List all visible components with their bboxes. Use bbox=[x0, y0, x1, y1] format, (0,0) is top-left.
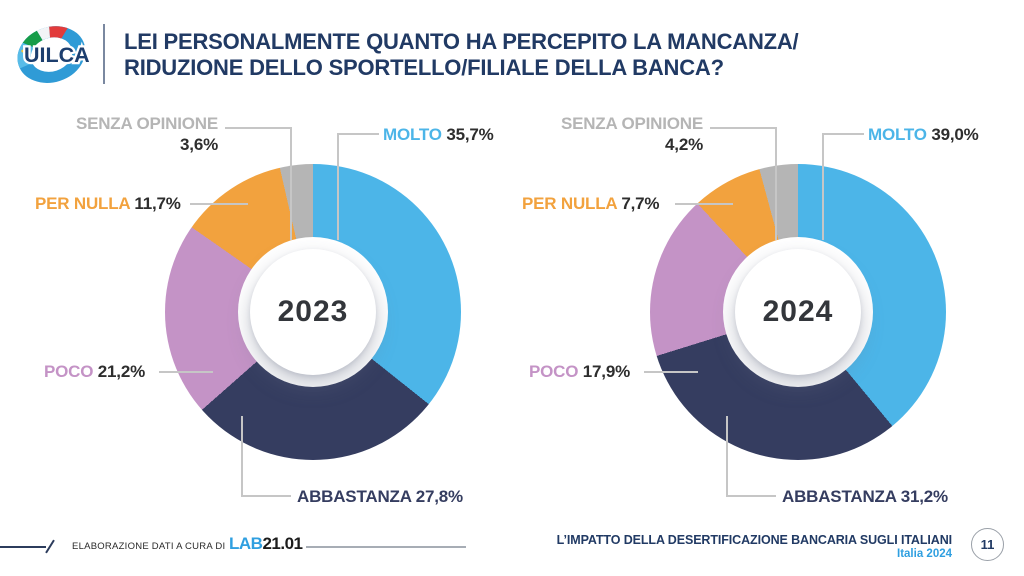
leader-senza-opinione-h bbox=[710, 127, 776, 129]
page-title-line2: RIDUZIONE DELLO SPORTELLO/FILIALE DELLA … bbox=[124, 55, 724, 80]
label-poco-value: 17,9% bbox=[582, 362, 630, 381]
lab2101-logo-dark: 21.01 bbox=[262, 534, 303, 553]
label-abbastanza-value: 27,8% bbox=[415, 487, 463, 506]
leader-senza-opinione-h bbox=[225, 127, 291, 129]
leader-molto-h bbox=[337, 133, 379, 135]
footer-report-title: L’IMPATTO DELLA DESERTIFICAZIONE BANCARI… bbox=[556, 533, 952, 547]
label-poco-name: POCO bbox=[44, 362, 94, 381]
lab2101-logo-blue: LAB bbox=[229, 534, 263, 553]
donut-chart-2023: 2023 bbox=[165, 164, 461, 460]
page-number: 11 bbox=[980, 537, 995, 552]
leader-molto-h bbox=[822, 133, 864, 135]
label-per-nulla-value: 11,7% bbox=[134, 194, 181, 213]
leader-abbastanza-v bbox=[726, 416, 728, 496]
uilca-ring-icon: UILCA bbox=[17, 26, 92, 83]
logo-text: UILCA bbox=[24, 43, 90, 67]
label-per-nulla-name: PER NULLA bbox=[522, 194, 617, 213]
footer-report: L’IMPATTO DELLA DESERTIFICAZIONE BANCARI… bbox=[520, 533, 952, 560]
leader-abbastanza-h bbox=[241, 495, 291, 497]
label-molto-2023: MOLTO 35,7% bbox=[383, 124, 494, 145]
label-poco-name: POCO bbox=[529, 362, 579, 381]
label-per-nulla-2024: PER NULLA 7,7% bbox=[522, 193, 660, 214]
label-senza-opinione-value: 3,6% bbox=[180, 135, 218, 154]
label-poco-2024: POCO 17,9% bbox=[529, 361, 630, 382]
label-poco-2023: POCO 21,2% bbox=[44, 361, 145, 382]
label-per-nulla-2023: PER NULLA 11,7% bbox=[35, 193, 181, 214]
label-abbastanza-value: 31,2% bbox=[900, 487, 948, 506]
leader-abbastanza-h bbox=[726, 495, 776, 497]
uilca-logo: UILCA bbox=[10, 8, 100, 94]
footer-report-subtitle: Italia 2024 bbox=[897, 548, 952, 560]
label-abbastanza-2023: ABBASTANZA 27,8% bbox=[297, 486, 463, 507]
donut-center-year: 2023 bbox=[277, 295, 349, 328]
footer-left-rule bbox=[0, 546, 46, 548]
header-divider bbox=[103, 24, 105, 84]
label-per-nulla-name: PER NULLA bbox=[35, 194, 130, 213]
footer-mid-rule bbox=[306, 546, 466, 548]
label-senza-opinione-name: SENZA OPINIONE bbox=[560, 114, 703, 133]
footer-credit-text: ELABORAZIONE DATI A CURA DI bbox=[72, 541, 226, 552]
label-molto-2024: MOLTO 39,0% bbox=[868, 124, 979, 145]
leader-abbastanza-v bbox=[241, 416, 243, 496]
label-poco-value: 21,2% bbox=[97, 362, 145, 381]
leader-senza-opinione-v bbox=[290, 127, 292, 240]
donut-chart-2024: 2024 bbox=[650, 164, 946, 460]
leader-molto-v bbox=[337, 133, 339, 240]
label-per-nulla-value: 7,7% bbox=[621, 194, 660, 213]
page-title: LEI PERSONALMENTE QUANTO HA PERCEPITO LA… bbox=[124, 29, 799, 81]
label-molto-value: 35,7% bbox=[446, 125, 494, 144]
leader-poco bbox=[644, 371, 698, 373]
page-number-badge: 11 bbox=[971, 528, 1004, 561]
label-senza-opinione-2024: SENZA OPINIONE 4,2% bbox=[525, 113, 703, 155]
label-abbastanza-name: ABBASTANZA bbox=[782, 487, 897, 506]
label-abbastanza-name: ABBASTANZA bbox=[297, 487, 412, 506]
lab2101-logo: LAB21.01 bbox=[229, 534, 303, 554]
donut-center-disc: 2023 bbox=[250, 249, 376, 375]
leader-senza-opinione-v bbox=[775, 127, 777, 240]
label-molto-name: MOLTO bbox=[868, 125, 927, 144]
label-molto-name: MOLTO bbox=[383, 125, 442, 144]
label-molto-value: 39,0% bbox=[931, 125, 979, 144]
label-senza-opinione-name: SENZA OPINIONE bbox=[75, 114, 218, 133]
donut-center-year: 2024 bbox=[762, 295, 834, 328]
page-title-line1: LEI PERSONALMENTE QUANTO HA PERCEPITO LA… bbox=[124, 29, 799, 54]
leader-poco bbox=[159, 371, 213, 373]
label-senza-opinione-value: 4,2% bbox=[665, 135, 703, 154]
donut-center-disc: 2024 bbox=[735, 249, 861, 375]
label-senza-opinione-2023: SENZA OPINIONE 3,6% bbox=[40, 113, 218, 155]
leader-per-nulla bbox=[190, 203, 248, 205]
leader-molto-v bbox=[822, 133, 824, 240]
leader-per-nulla bbox=[675, 203, 733, 205]
footer-slash bbox=[45, 539, 55, 554]
label-abbastanza-2024: ABBASTANZA 31,2% bbox=[782, 486, 948, 507]
